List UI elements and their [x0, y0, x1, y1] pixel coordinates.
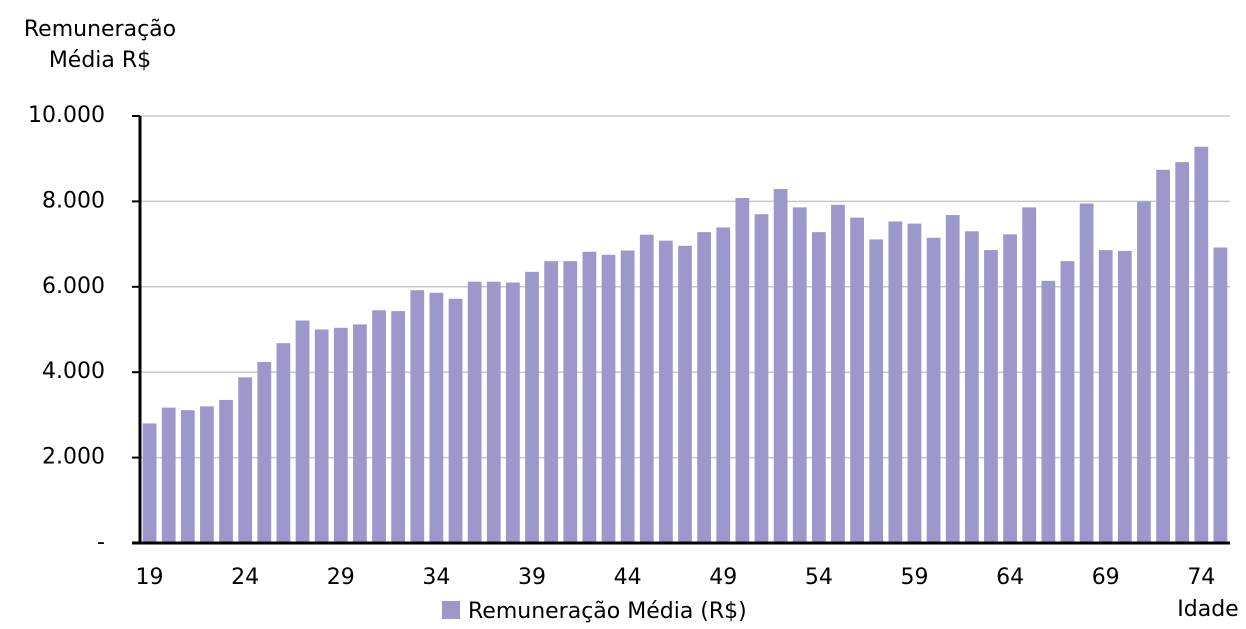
bar — [869, 239, 884, 543]
bar — [372, 310, 386, 543]
bar — [1041, 280, 1056, 543]
x-tick-label: 39 — [518, 565, 546, 590]
bar — [544, 261, 559, 543]
bar — [1213, 247, 1228, 544]
bar — [1003, 234, 1017, 544]
legend-swatch — [442, 601, 460, 619]
bar — [295, 320, 310, 543]
x-tick-label: 59 — [900, 565, 928, 590]
y-tick-label: 2.000 — [42, 445, 105, 470]
bar — [314, 329, 329, 543]
bar — [180, 410, 195, 543]
bar — [678, 245, 692, 544]
y-tick-label: 4.000 — [42, 359, 105, 384]
bar — [582, 251, 597, 543]
bar — [945, 215, 960, 543]
bar — [276, 343, 291, 543]
bar — [1137, 201, 1151, 543]
x-tick-label: 69 — [1092, 565, 1120, 590]
bar — [200, 406, 214, 543]
bar — [735, 197, 750, 543]
legend-label: Remuneração Média (R$) — [468, 599, 747, 624]
bar — [964, 231, 979, 544]
bar — [926, 237, 941, 543]
bar — [257, 361, 272, 543]
bar — [238, 377, 253, 543]
bar — [525, 271, 539, 543]
bar — [984, 250, 998, 543]
x-tick-label: 49 — [709, 565, 737, 590]
y-axis-label: Remuneração — [24, 17, 176, 42]
x-tick-label: 44 — [614, 565, 642, 590]
bar — [353, 324, 367, 543]
bar — [1156, 169, 1170, 543]
bar — [1022, 207, 1037, 544]
x-tick-label: 19 — [136, 565, 164, 590]
bar — [161, 407, 176, 543]
bar — [142, 423, 157, 543]
bar — [850, 217, 864, 543]
y-tick-label: 6.000 — [42, 274, 105, 299]
bar — [429, 292, 444, 543]
x-axis-label: Idade — [1177, 597, 1238, 622]
bar — [620, 250, 635, 543]
x-tick-label: 74 — [1187, 565, 1215, 590]
bar — [1060, 261, 1075, 543]
bar — [219, 399, 233, 543]
bar — [391, 311, 406, 543]
bar — [773, 189, 788, 543]
bar — [333, 327, 348, 543]
bar — [697, 232, 712, 544]
bar — [448, 298, 463, 543]
bar — [410, 290, 425, 543]
bar — [754, 214, 769, 543]
bar — [1079, 203, 1094, 543]
bar — [486, 281, 501, 543]
bar — [907, 223, 922, 543]
bar — [563, 261, 578, 543]
y-axis-label: Média R$ — [49, 48, 151, 73]
bar — [811, 232, 826, 544]
bar — [639, 234, 654, 543]
bar — [601, 254, 616, 543]
bar — [467, 281, 482, 543]
bar — [658, 240, 673, 543]
bar — [1098, 250, 1113, 543]
bar — [1117, 250, 1132, 543]
y-tick-label: 10.000 — [28, 103, 105, 128]
bar — [716, 227, 731, 543]
bar — [1175, 162, 1190, 543]
x-tick-label: 24 — [231, 565, 259, 590]
bar — [506, 282, 520, 543]
x-tick-label: 64 — [996, 565, 1024, 590]
x-tick-label: 54 — [805, 565, 833, 590]
x-tick-label: 34 — [422, 565, 450, 590]
bar — [792, 207, 807, 544]
bar — [888, 221, 903, 543]
x-tick-label: 29 — [327, 565, 355, 590]
y-tick-label: - — [97, 530, 105, 555]
bar — [831, 204, 845, 544]
bar — [1194, 146, 1209, 543]
y-tick-label: 8.000 — [42, 188, 105, 213]
